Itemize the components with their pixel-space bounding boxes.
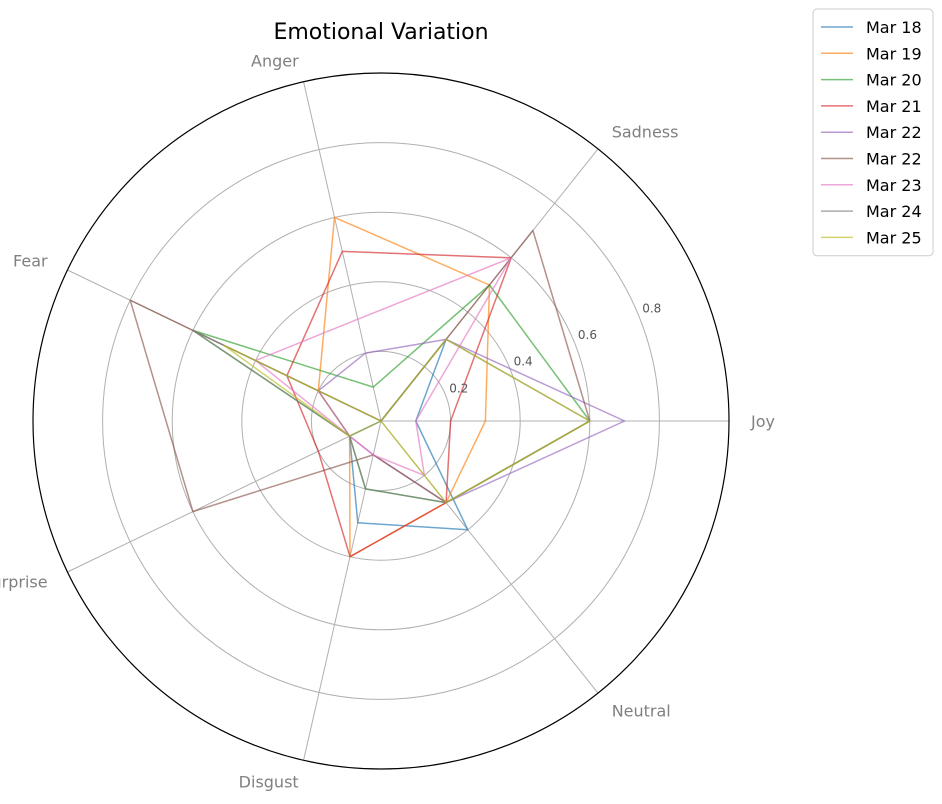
legend-label-9: Mar 25 (866, 228, 922, 247)
tick-label-0.2: 0.2 (449, 381, 468, 395)
legend-label-4: Mar 21 (866, 97, 922, 116)
legend-label-3: Mar 20 (866, 71, 922, 90)
axis-label-surprise: Surprise (0, 573, 48, 592)
legend-label-2: Mar 19 (866, 44, 922, 63)
legend-label-7: Mar 23 (866, 176, 922, 195)
radial-tick-labels: 0.2 0.4 0.6 0.8 (449, 302, 661, 396)
series-line-9 (223, 338, 591, 504)
legend-label-6: Mar 22 (866, 150, 922, 169)
tick-label-0.8: 0.8 (642, 302, 661, 316)
axis-label-sadness: Sadness (612, 123, 679, 142)
outer-frame (32, 72, 730, 770)
axis-label-fear: Fear (13, 252, 48, 271)
axis-label-disgust: Disgust (239, 773, 299, 792)
series-line-3 (192, 284, 591, 504)
legend-label-5: Mar 22 (866, 123, 922, 142)
series-line-7 (254, 257, 512, 477)
axis-spoke-surprise (67, 420, 382, 573)
series-lines (129, 216, 626, 558)
axis-label-joy: Joy (750, 412, 775, 431)
legend-label-1: Mar 18 (866, 18, 922, 37)
series-line-4 (286, 250, 512, 558)
legend-label-8: Mar 24 (866, 202, 922, 221)
chart-title: Emotional Variation (273, 20, 488, 45)
axis-label-neutral: Neutral (612, 701, 671, 720)
legend-box (812, 8, 934, 257)
axis-spoke-disgust (303, 420, 382, 761)
tick-label-0.4: 0.4 (514, 355, 533, 369)
axis-labels: Joy Sadness Anger Fear Surprise Disgust Neutra… (0, 51, 775, 791)
axis-label-anger: Anger (251, 51, 299, 70)
tick-label-0.6: 0.6 (578, 328, 597, 342)
series-line-6 (129, 229, 591, 513)
legend: Mar 18 Mar 19 Mar 20 Mar 21 Mar 22 Mar 22 Mar … (812, 8, 934, 257)
grid (32, 72, 730, 770)
